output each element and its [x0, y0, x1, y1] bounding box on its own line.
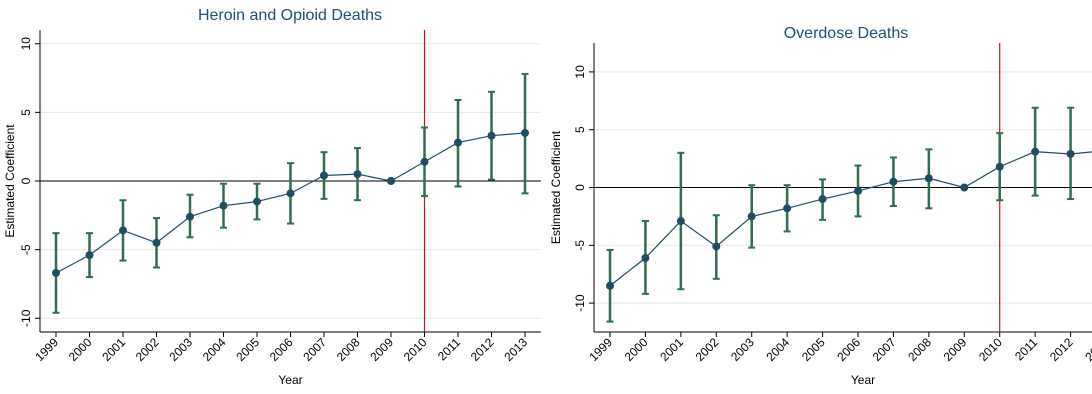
data-point [52, 268, 60, 277]
data-point [253, 197, 261, 206]
x-axis-label: Year [278, 373, 302, 387]
y-tick-label: -10 [19, 309, 33, 327]
x-tick-label: 2009 [941, 335, 970, 364]
data-point [712, 242, 721, 251]
x-tick-label: 2004 [763, 335, 792, 364]
data-point [783, 204, 792, 213]
chart-title: Heroin and Opioid Deaths [198, 7, 382, 24]
data-point [320, 171, 328, 180]
x-tick-label: 2013 [1082, 335, 1092, 364]
x-tick-label: 2005 [233, 335, 262, 364]
x-axis-label: Year [851, 373, 875, 387]
data-point [889, 177, 898, 186]
data-point [924, 174, 933, 183]
data-point [353, 170, 362, 179]
data-point [454, 138, 462, 147]
data-point [818, 195, 827, 204]
data-point [641, 254, 650, 263]
x-tick-label: 2003 [728, 335, 757, 364]
x-tick-label: 2012 [1047, 335, 1076, 364]
data-point [521, 128, 529, 137]
data-point [487, 131, 496, 140]
y-axis-label: Estimated Coefficient [3, 124, 17, 238]
data-point [995, 162, 1004, 171]
data-point [186, 212, 194, 221]
chart-panel-overdose: 10 5 0 -5 -10 1999 2000 2001 2002 2003 2004 2005 200… [546, 0, 1092, 389]
y-tick-label: 0 [19, 177, 33, 184]
data-point [152, 238, 161, 247]
data-point [1066, 149, 1075, 158]
x-tick-label: 2002 [693, 335, 722, 364]
chart-title: Overdose Deaths [784, 25, 909, 42]
y-tick-label: 0 [573, 184, 587, 191]
x-tick-label: 1999 [32, 335, 61, 364]
x-tick-label: 2008 [905, 335, 934, 364]
y-tick-label: -10 [573, 294, 587, 312]
x-tick-label: 2003 [166, 335, 195, 364]
x-tick-label: 2012 [468, 335, 497, 364]
x-tick-label: 1999 [586, 335, 615, 364]
data-point [420, 157, 429, 166]
x-tick-label: 2007 [870, 335, 899, 364]
x-tick-label: 2004 [200, 335, 229, 364]
x-tick-label: 2013 [501, 335, 530, 364]
x-tick-label: 2001 [99, 335, 128, 364]
data-point [676, 217, 685, 226]
y-tick-label: 5 [19, 109, 33, 116]
data-point [854, 186, 862, 195]
y-tick-label: 10 [19, 37, 33, 51]
x-tick-label: 2011 [435, 335, 463, 363]
data-point [1031, 147, 1040, 156]
y-tick-label: 10 [573, 65, 587, 79]
x-tick-label: 2005 [799, 335, 828, 364]
y-tick-label: 5 [573, 126, 587, 133]
x-tick-label: 2010 [976, 335, 1005, 364]
x-tick-label: 2008 [334, 335, 363, 364]
x-tick-label: 2000 [622, 335, 651, 364]
x-tick-label: 2007 [300, 335, 329, 364]
x-tick-label: 2010 [401, 335, 430, 364]
x-tick-label: 2009 [367, 335, 396, 364]
x-tick-label: 2001 [657, 335, 686, 364]
data-point [119, 226, 127, 235]
data-point [85, 251, 94, 260]
x-tick-label: 2006 [267, 335, 296, 364]
data-point [960, 183, 969, 192]
y-axis-label: Estimated Coefficient [549, 130, 563, 244]
data-point [606, 281, 614, 290]
data-point [747, 212, 756, 221]
y-tick-label: -5 [573, 240, 587, 251]
data-point [286, 189, 295, 198]
data-point [219, 201, 228, 210]
x-tick-label: 2002 [133, 335, 162, 364]
x-tick-label: 2000 [66, 335, 95, 364]
x-tick-label: 2006 [834, 335, 863, 364]
data-point [387, 177, 395, 185]
x-tick-label: 2011 [1012, 335, 1040, 363]
chart-panel-heroin-opioid: 10 5 0 -5 -10 1999 2000 2001 2002 2003 2004 2005 200… [0, 0, 546, 389]
y-tick-label: -5 [19, 244, 33, 255]
